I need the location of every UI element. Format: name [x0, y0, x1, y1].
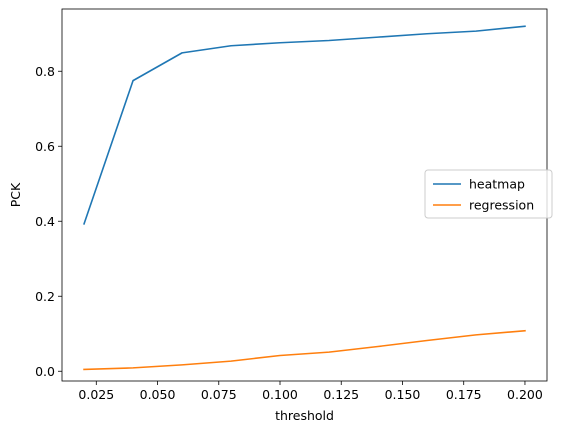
series-layer — [83, 25, 526, 371]
y-tick-label: 0.6 — [35, 139, 55, 154]
x-axis: 0.025 0.050 0.075 0.100 0.125 0.150 0.175 0.200 — [78, 381, 543, 402]
x-tick-label: 0.150 — [385, 387, 421, 402]
y-tick-label: 0.2 — [35, 289, 55, 304]
x-tick-label: 0.050 — [140, 387, 176, 402]
legend: heatmap regression — [424, 169, 553, 219]
x-tick-label: 0.175 — [446, 387, 482, 402]
x-tick-label: 0.025 — [78, 387, 114, 402]
x-tick-label: 0.125 — [323, 387, 359, 402]
x-axis-label: threshold — [275, 408, 334, 423]
y-tick-label: 0.0 — [35, 364, 55, 379]
legend-box — [424, 169, 553, 219]
legend-entry-heatmap: heatmap — [469, 177, 525, 192]
y-axis-label: PCK — [8, 182, 23, 207]
series-line-heatmap — [83, 25, 526, 225]
y-tick-label: 0.8 — [35, 64, 55, 79]
series-line-regression — [83, 329, 526, 371]
x-tick-label: 0.200 — [507, 387, 543, 402]
legend-entry-regression: regression — [469, 198, 534, 213]
x-tick-label: 0.100 — [262, 387, 298, 402]
y-axis: 0.0 0.2 0.4 0.6 0.8 — [35, 64, 62, 379]
x-tick-label: 0.075 — [201, 387, 237, 402]
y-tick-label: 0.4 — [35, 214, 55, 229]
